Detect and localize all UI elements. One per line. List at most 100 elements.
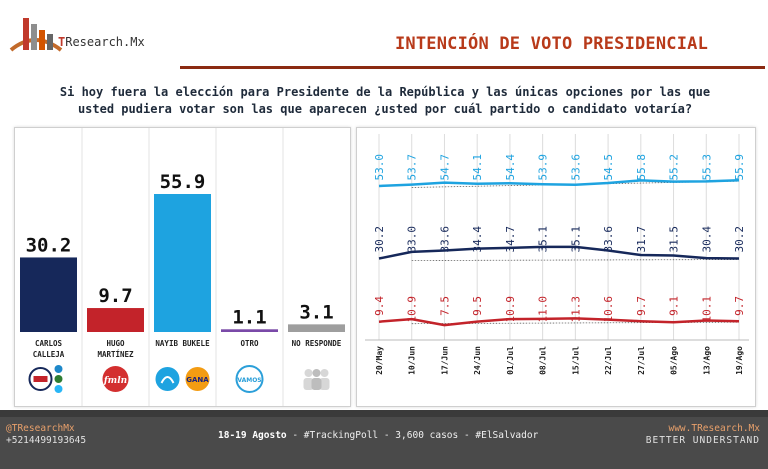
data-label: 31.5 [668, 226, 681, 253]
data-label: 11.3 [569, 296, 582, 323]
nuevas-ideas-mark [160, 376, 175, 384]
bar [154, 194, 211, 332]
poll-details: - #TrackingPoll - 3,600 casos - #ElSalva… [286, 430, 539, 441]
data-label: 34.4 [471, 226, 484, 253]
data-label: 55.3 [700, 154, 713, 181]
bar [221, 329, 278, 332]
data-label: 9.1 [668, 296, 681, 316]
bar-value-label: 3.1 [299, 301, 333, 323]
data-label: 35.1 [537, 226, 550, 253]
data-label: 31.7 [635, 226, 648, 253]
page-title: INTENCIÓN DE VOTO PRESIDENCIAL [395, 34, 709, 54]
data-label: 7.5 [438, 296, 451, 316]
pdc-icon [54, 375, 63, 383]
tresearch-logo-icon [9, 18, 63, 52]
x-tick-label: 10/Jun [408, 346, 417, 375]
category-label: MARTÍNEZ [97, 350, 134, 359]
footer: @TResearchMx +5214499193645 18-19 Agosto… [0, 410, 768, 469]
data-label: 9.5 [471, 296, 484, 316]
line-chart: 53.0 53.7 54.7 54.1 54.4 53.9 53.6 54.5 55.8 55.2… [365, 134, 749, 375]
x-tick-label: 20/May [375, 346, 384, 375]
vamos-icon [235, 365, 264, 393]
trendline [411, 259, 740, 261]
series-line-bukele [378, 178, 740, 188]
poll-summary: 18-19 Agosto - #TrackingPoll - 3,600 cas… [218, 430, 538, 441]
x-tick-label: 17/Jun [440, 346, 449, 375]
website-link[interactable]: www.TResearch.Mx [668, 423, 760, 434]
data-label: 55.9 [733, 154, 746, 181]
x-tick-label: 22/Jul [604, 346, 613, 375]
x-tick-label: 27/Jul [637, 346, 646, 375]
question-line-2: usted pudiera votar son las que aparecen… [77, 102, 693, 116]
x-tick-label: 13/Ago [702, 346, 711, 375]
data-label: 9.7 [635, 296, 648, 316]
category-label: NO RESPONDE [292, 339, 342, 348]
twitter-handle[interactable]: @TResearchMx [6, 423, 75, 434]
bar [288, 324, 345, 332]
data-label: 33.6 [602, 226, 615, 253]
x-tick-label: 08/Jul [539, 346, 548, 375]
bar-chart-panel: 30.2 CARLOS CALLEJA 9.7 HUGO MARTÍNEZ fmln 55.9… [14, 127, 351, 407]
category-label: CARLOS [35, 339, 63, 348]
brand-rest: Research.Mx [65, 35, 145, 49]
data-label: 55.8 [635, 154, 648, 181]
data-label: 30.4 [700, 226, 713, 253]
gana-icon [185, 367, 210, 391]
bar-value-label: 55.9 [160, 171, 206, 193]
category-label: OTRO [240, 339, 259, 348]
x-tick-label: 19/Ago [735, 346, 744, 375]
series-line-martinez [378, 317, 740, 327]
poll-date: 18-19 Agosto [218, 430, 287, 441]
data-label: 54.4 [504, 154, 517, 181]
category-label: HUGO [106, 339, 125, 348]
line-chart-panel: 53.0 53.7 54.7 54.1 54.4 53.9 53.6 54.5 55.8 55.2… [356, 127, 756, 407]
category-label: CALLEJA [33, 350, 65, 359]
title-underline [180, 66, 765, 69]
data-label: 10.1 [700, 296, 713, 323]
data-label: 53.7 [406, 154, 419, 181]
survey-question: Si hoy fuera la elección para Presidente… [20, 84, 750, 118]
category-label: NAYIB BUKELE [155, 339, 210, 348]
footer-top-bar [0, 410, 768, 417]
data-label: 54.5 [602, 154, 615, 181]
fmln-icon [102, 366, 129, 392]
brand-prefix: T [58, 35, 66, 49]
data-label: 53.6 [569, 154, 582, 181]
bar-value-label: 9.7 [98, 285, 132, 307]
data-label: 53.9 [537, 154, 550, 181]
x-tick-label: 05/Ago [670, 346, 679, 375]
bar [87, 308, 144, 332]
data-label: 35.1 [569, 226, 582, 253]
vamos-logo-text: VAMOS [237, 377, 261, 384]
slogan: BETTER UNDERSTAND [645, 435, 760, 446]
data-label: 53.0 [373, 154, 386, 181]
people-icon [303, 369, 330, 390]
data-label: 55.2 [668, 154, 681, 181]
dsv-icon [54, 385, 63, 393]
bar-chart: 30.2 CARLOS CALLEJA 9.7 HUGO MARTÍNEZ fmln 55.9… [20, 128, 345, 406]
x-tick-label: 15/Jul [571, 346, 580, 375]
data-label: 10.9 [406, 296, 419, 323]
whatsapp-phone: +5214499193645 [6, 435, 87, 446]
bar-value-label: 30.2 [26, 234, 72, 256]
data-label: 9.7 [733, 296, 746, 316]
data-label: 10.9 [504, 296, 517, 323]
data-label: 33.0 [406, 226, 419, 253]
fmln-logo-text: fmln [103, 376, 127, 386]
trendline [411, 180, 740, 188]
nuevas-ideas-icon [155, 367, 180, 391]
question-line-1: Si hoy fuera la elección para Presidente… [59, 85, 711, 99]
data-label: 11.0 [537, 296, 550, 323]
x-tick-label: 01/Jul [506, 346, 515, 375]
data-label: 54.1 [471, 154, 484, 181]
data-label: 54.7 [438, 154, 451, 181]
data-label: 30.2 [373, 226, 386, 253]
data-label: 9.4 [373, 296, 386, 316]
bar [20, 257, 77, 332]
gana-logo-text: GANA [186, 376, 209, 384]
data-label: 34.7 [504, 226, 517, 253]
pcn-icon [54, 365, 63, 373]
header: TResearch.Mx INTENCIÓN DE VOTO PRESIDENC… [0, 0, 768, 72]
data-label: 10.6 [602, 296, 615, 323]
data-label: 33.6 [438, 226, 451, 253]
